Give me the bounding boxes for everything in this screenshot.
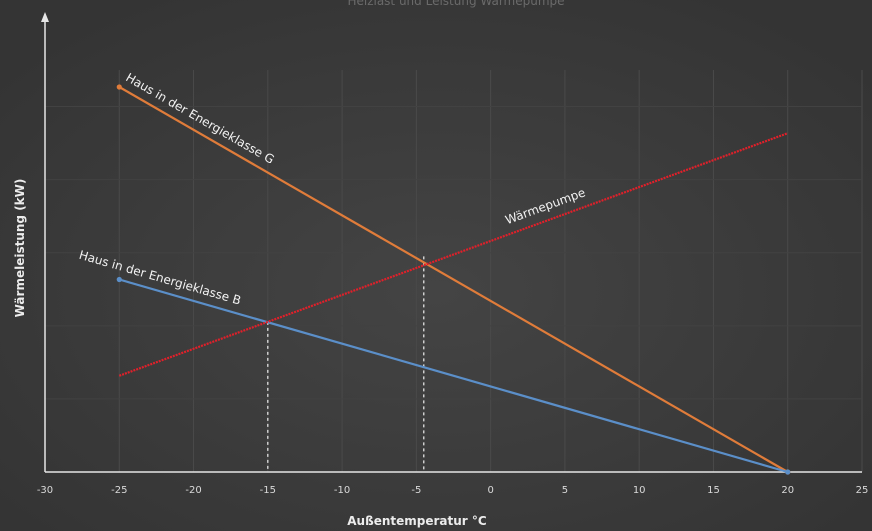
chart-title: Heizlast und Leistung Wärmepumpe	[347, 0, 564, 8]
series-line	[118, 86, 789, 473]
x-tick-label: -15	[260, 485, 276, 496]
x-tick-label: -30	[37, 485, 53, 496]
series-line	[118, 132, 789, 377]
x-tick-label: -25	[111, 485, 127, 496]
x-tick-label: 5	[562, 485, 568, 496]
data-point	[116, 84, 122, 90]
y-axis-arrow-icon	[41, 12, 49, 22]
x-tick-label: 25	[856, 485, 869, 496]
x-tick-label: 10	[633, 485, 646, 496]
series-group	[116, 84, 791, 475]
x-tick-label: 15	[707, 485, 720, 496]
reference-lines	[267, 256, 425, 472]
data-point	[116, 276, 122, 283]
axes: -30 -25 -20 -15 -10 -5 0 5 10 15 20 25	[37, 12, 869, 496]
grid	[45, 70, 863, 472]
x-tick-label: -20	[185, 485, 201, 496]
x-axis-title: Außentemperatur °C	[347, 514, 487, 528]
series-line	[118, 278, 789, 474]
x-tick-label: 20	[781, 485, 794, 496]
data-point	[785, 469, 791, 475]
y-axis-title: Wärmeleistung (kW)	[13, 179, 27, 318]
x-tick-label: -10	[334, 485, 350, 496]
x-tick-label: 0	[487, 485, 493, 496]
x-tick-label: -5	[411, 485, 421, 496]
